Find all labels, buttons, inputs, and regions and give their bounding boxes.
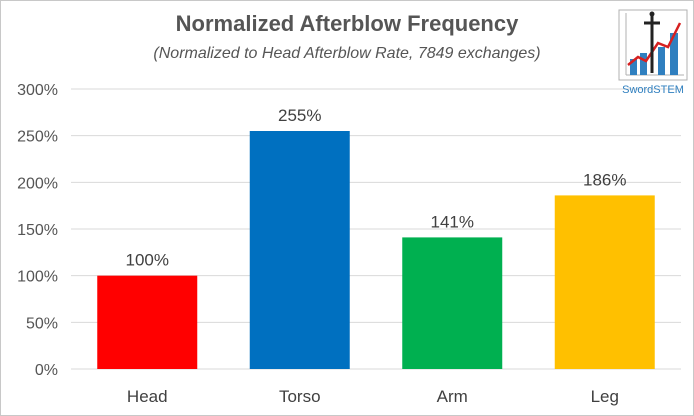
y-axis-ticks: 0% 50% 100% 150% 200% 250% 300% <box>17 82 58 379</box>
bars <box>97 131 655 369</box>
y-tick-label: 150% <box>17 222 58 239</box>
bar-arm <box>402 237 503 369</box>
bar-leg <box>554 195 655 369</box>
chart-subtitle: (Normalized to Head Afterblow Rate, 7849… <box>153 45 541 62</box>
data-label: 141% <box>431 212 474 231</box>
data-label: 255% <box>278 106 321 125</box>
y-tick-label: 50% <box>26 315 58 332</box>
data-label: 100% <box>126 251 169 270</box>
chart-title: Normalized Afterblow Frequency <box>175 11 519 36</box>
y-tick-label: 250% <box>17 129 58 146</box>
y-tick-label: 200% <box>17 175 58 192</box>
x-tick-label: Head <box>127 387 168 406</box>
y-tick-label: 300% <box>17 82 58 99</box>
y-tick-label: 0% <box>35 362 58 379</box>
x-axis-labels: Head Torso Arm Leg <box>127 387 619 406</box>
logo-text: SwordSTEM <box>622 84 684 96</box>
data-labels: 100% 255% 141% 186% <box>126 106 627 270</box>
swordstem-logo: SwordSTEM <box>618 9 688 102</box>
bar-head <box>97 275 198 369</box>
x-tick-label: Arm <box>437 387 468 406</box>
x-tick-label: Torso <box>279 387 321 406</box>
y-tick-label: 100% <box>17 269 58 286</box>
x-tick-label: Leg <box>591 387 619 406</box>
data-label: 186% <box>583 170 626 189</box>
bar-torso <box>249 131 350 369</box>
sword-chart-icon <box>618 9 688 81</box>
